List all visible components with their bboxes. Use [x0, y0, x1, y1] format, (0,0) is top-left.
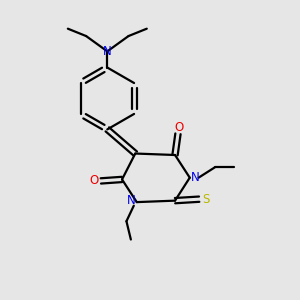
- Text: N: N: [127, 194, 136, 207]
- Text: O: O: [174, 122, 183, 134]
- Text: N: N: [191, 171, 200, 184]
- Text: N: N: [103, 45, 112, 58]
- Text: S: S: [202, 193, 209, 206]
- Text: O: O: [90, 174, 99, 188]
